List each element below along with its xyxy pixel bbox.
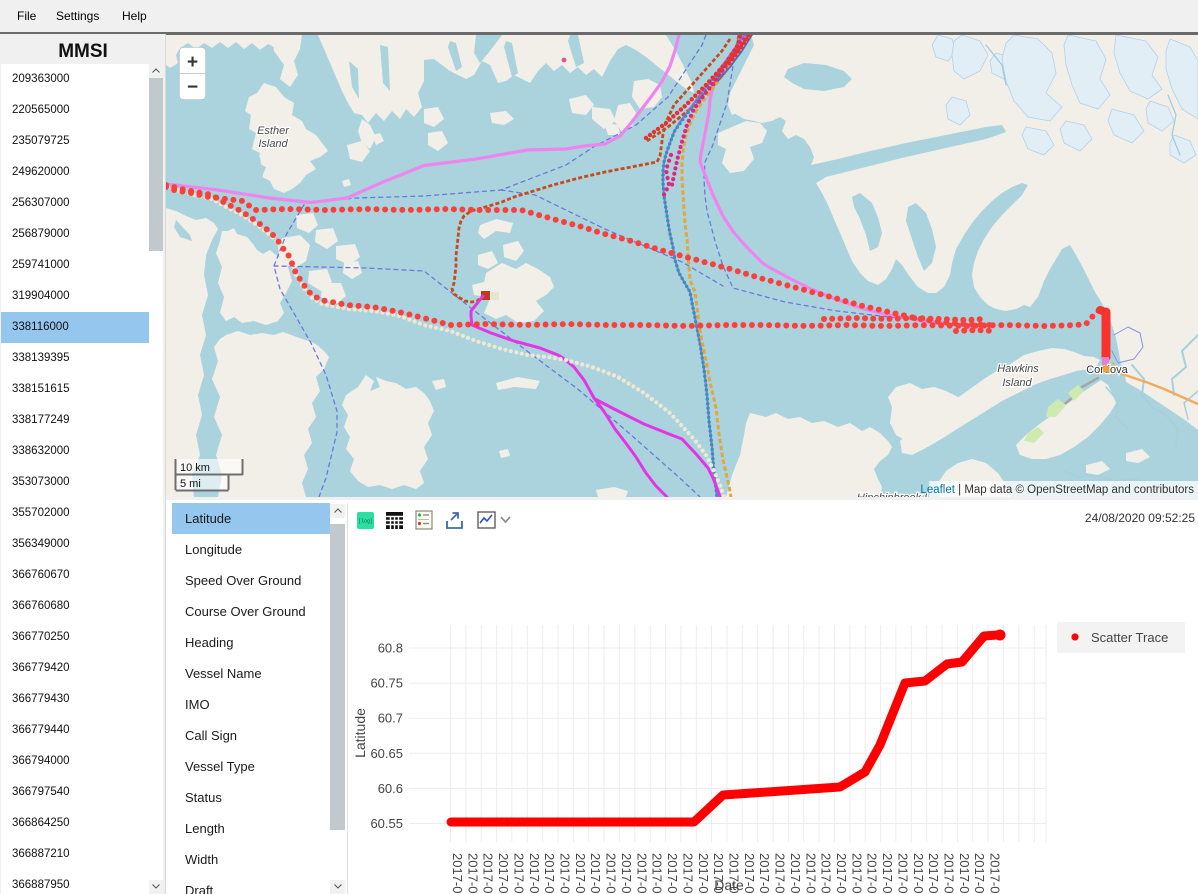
svg-text:−: − [187, 77, 198, 98]
svg-text:2017-08-1: 2017-08-1 [465, 853, 480, 894]
svg-text:Leaflet | Map data © OpenStree: Leaflet | Map data © OpenStreetMap and c… [920, 484, 1194, 496]
svg-text:2017-08-1: 2017-08-1 [773, 853, 788, 894]
svg-text:Esther: Esther [257, 125, 290, 137]
svg-text:2017-08-1: 2017-08-1 [450, 853, 465, 894]
svg-text:2017-08-1: 2017-08-1 [788, 853, 803, 894]
svg-text:2017-08-1: 2017-08-1 [481, 853, 496, 894]
svg-text:2017-08-1: 2017-08-1 [911, 853, 926, 894]
svg-text:2017-08-1: 2017-08-1 [604, 853, 619, 894]
svg-text:10 km: 10 km [180, 462, 210, 474]
svg-text:Scatter Trace: Scatter Trace [1091, 630, 1168, 645]
svg-text:2017-08-1: 2017-08-1 [650, 853, 665, 894]
svg-text:2017-08-1: 2017-08-1 [988, 853, 1003, 894]
svg-text:Latitude: Latitude [352, 708, 368, 758]
svg-text:2017-08-1: 2017-08-1 [696, 853, 711, 894]
svg-text:2017-08-1: 2017-08-1 [865, 853, 880, 894]
svg-text:2017-08-1: 2017-08-1 [680, 853, 695, 894]
svg-text:2017-08-1: 2017-08-1 [573, 853, 588, 894]
svg-text:2017-08-1: 2017-08-1 [972, 853, 987, 894]
svg-text:Hawkins: Hawkins [997, 363, 1039, 375]
svg-text:Island: Island [1002, 377, 1032, 389]
svg-text:2017-08-1: 2017-08-1 [496, 853, 511, 894]
svg-text:2017-08-1: 2017-08-1 [542, 853, 557, 894]
svg-text:2017-08-1: 2017-08-1 [634, 853, 649, 894]
svg-text:2017-08-1: 2017-08-1 [757, 853, 772, 894]
svg-text:2017-08-1: 2017-08-1 [727, 853, 742, 894]
svg-text:2017-08-1: 2017-08-1 [558, 853, 573, 894]
svg-text:2017-08-1: 2017-08-1 [711, 853, 726, 894]
svg-text:5 mi: 5 mi [180, 478, 201, 490]
svg-text:2017-08-1: 2017-08-1 [819, 853, 834, 894]
svg-text:2017-08-1: 2017-08-1 [588, 853, 603, 894]
svg-text:60.75: 60.75 [370, 676, 403, 691]
svg-text:60.7: 60.7 [378, 711, 403, 726]
svg-text:2017-08-1: 2017-08-1 [803, 853, 818, 894]
svg-text:2017-08-1: 2017-08-1 [665, 853, 680, 894]
svg-text:60.65: 60.65 [370, 746, 403, 761]
svg-text:2017-08-1: 2017-08-1 [942, 853, 957, 894]
svg-text:2017-08-1: 2017-08-1 [619, 853, 634, 894]
svg-text:Hinchinbrook I: Hinchinbrook I [857, 492, 927, 497]
svg-text:2017-08-1: 2017-08-1 [742, 853, 757, 894]
svg-text:2017-08-1: 2017-08-1 [957, 853, 972, 894]
svg-text:Date: Date [714, 877, 744, 893]
svg-text:Island: Island [258, 138, 288, 150]
svg-text:2017-08-1: 2017-08-1 [880, 853, 895, 894]
svg-text:2017-08-1: 2017-08-1 [527, 853, 542, 894]
svg-text:2017-08-1: 2017-08-1 [511, 853, 526, 894]
svg-text:2017-08-1: 2017-08-1 [926, 853, 941, 894]
svg-text:2017-08-1: 2017-08-1 [895, 853, 910, 894]
svg-text:60.55: 60.55 [370, 816, 403, 831]
svg-text:60.8: 60.8 [378, 641, 403, 656]
svg-text:+: + [187, 52, 198, 73]
svg-text:2017-08-1: 2017-08-1 [849, 853, 864, 894]
svg-text:[log]: [log] [358, 519, 373, 525]
svg-text:60.6: 60.6 [378, 781, 403, 796]
svg-text:2017-08-1: 2017-08-1 [834, 853, 849, 894]
